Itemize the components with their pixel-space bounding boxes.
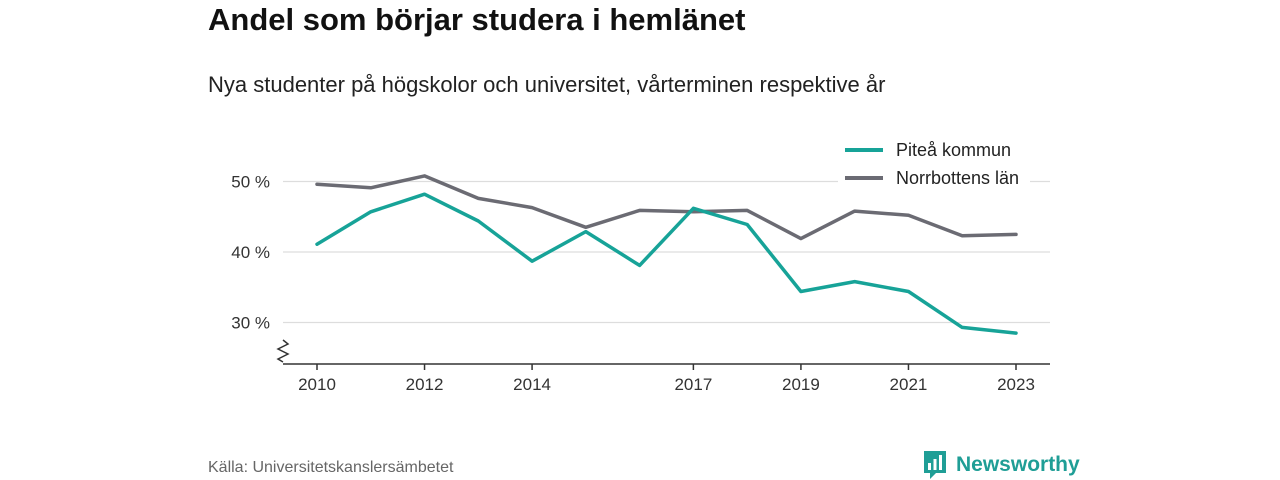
legend-label: Norrbottens län — [896, 168, 1019, 188]
source-note: Källa: Universitetskanslersämbetet — [208, 459, 454, 476]
newsworthy-logo-icon — [924, 451, 946, 479]
x-tick-label: 2017 — [674, 375, 712, 394]
x-tick-label: 2012 — [406, 375, 444, 394]
x-tick-label: 2010 — [298, 375, 336, 394]
axis-break-mark — [276, 339, 290, 363]
x-tick-label: 2023 — [997, 375, 1035, 394]
chart-title: Andel som börjar studera i hemlänet — [208, 2, 746, 37]
legend-label: Piteå kommun — [896, 140, 1011, 160]
series-line — [315, 192, 1018, 335]
brand-logo: Newsworthy — [922, 450, 1080, 480]
y-tick-label: 30 % — [231, 314, 270, 333]
chart-subtitle: Nya studenter på högskolor och universit… — [208, 72, 886, 97]
x-tick-label: 2014 — [513, 375, 551, 394]
y-tick-label: 50 % — [231, 173, 270, 192]
y-tick-label: 40 % — [231, 243, 270, 262]
x-tick-label: 2019 — [782, 375, 820, 394]
brand-name: Newsworthy — [956, 453, 1080, 476]
x-tick-label: 2021 — [890, 375, 928, 394]
series-line — [315, 174, 1018, 241]
